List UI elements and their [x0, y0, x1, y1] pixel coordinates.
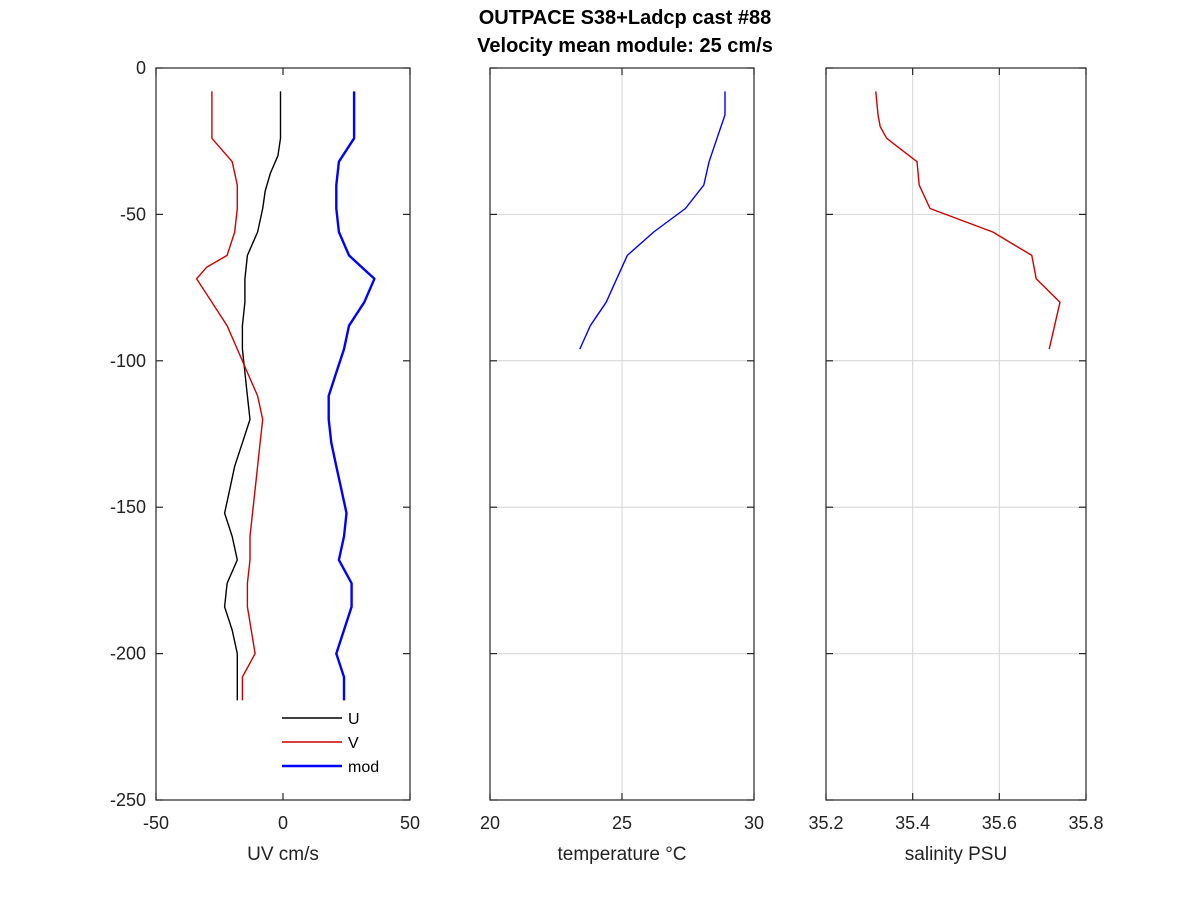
uv-u-line — [223, 91, 282, 701]
uv-xtick-label: 0 — [278, 813, 288, 833]
temperature-xtick-label: 30 — [744, 813, 764, 833]
salinity-xtick-label: 35.2 — [808, 813, 843, 833]
salinity-axes-box — [825, 67, 1087, 801]
temperature-xtick-label: 25 — [612, 813, 632, 833]
salinity-panel: 35.2 35.4 35.6 35.8 salinity PSU — [808, 67, 1104, 865]
legend-mod-label: mod — [348, 759, 379, 776]
salinity-xaxis-label: salinity PSU — [905, 844, 1007, 865]
uv-ytick-label: -50 — [120, 204, 146, 224]
legend-u-label: U — [348, 711, 360, 728]
salinity-xtick-label: 35.6 — [982, 813, 1017, 833]
uv-xtick-label: -50 — [143, 813, 169, 833]
salinity-xtick-label: 35.4 — [895, 813, 930, 833]
uv-ytick-label: 0 — [136, 58, 146, 78]
temperature-panel: 20 25 30 temperature °C — [480, 67, 764, 865]
uv-mod-line — [327, 91, 376, 701]
uv-xtick-label: 50 — [400, 813, 420, 833]
temperature-series-0-line — [579, 91, 726, 350]
legend-v-label: V — [348, 735, 359, 752]
uv-xaxis-label: UV cm/s — [247, 844, 319, 865]
figure-title: OUTPACE S38+Ladcp cast #88 — [479, 7, 772, 29]
uv-v-line — [195, 91, 264, 701]
temperature-xtick-label: 20 — [480, 813, 500, 833]
salinity-xtick-label: 35.8 — [1068, 813, 1103, 833]
uv-ytick-label: -200 — [110, 644, 146, 664]
temperature-xaxis-label: temperature °C — [557, 844, 686, 865]
uv-ytick-label: -250 — [110, 790, 146, 810]
uv-ytick-label: -100 — [110, 351, 146, 371]
uv-ytick-label: -150 — [110, 497, 146, 517]
figure-subtitle: Velocity mean module: 25 cm/s — [477, 35, 773, 57]
salinity-series-0-line — [875, 91, 1061, 350]
